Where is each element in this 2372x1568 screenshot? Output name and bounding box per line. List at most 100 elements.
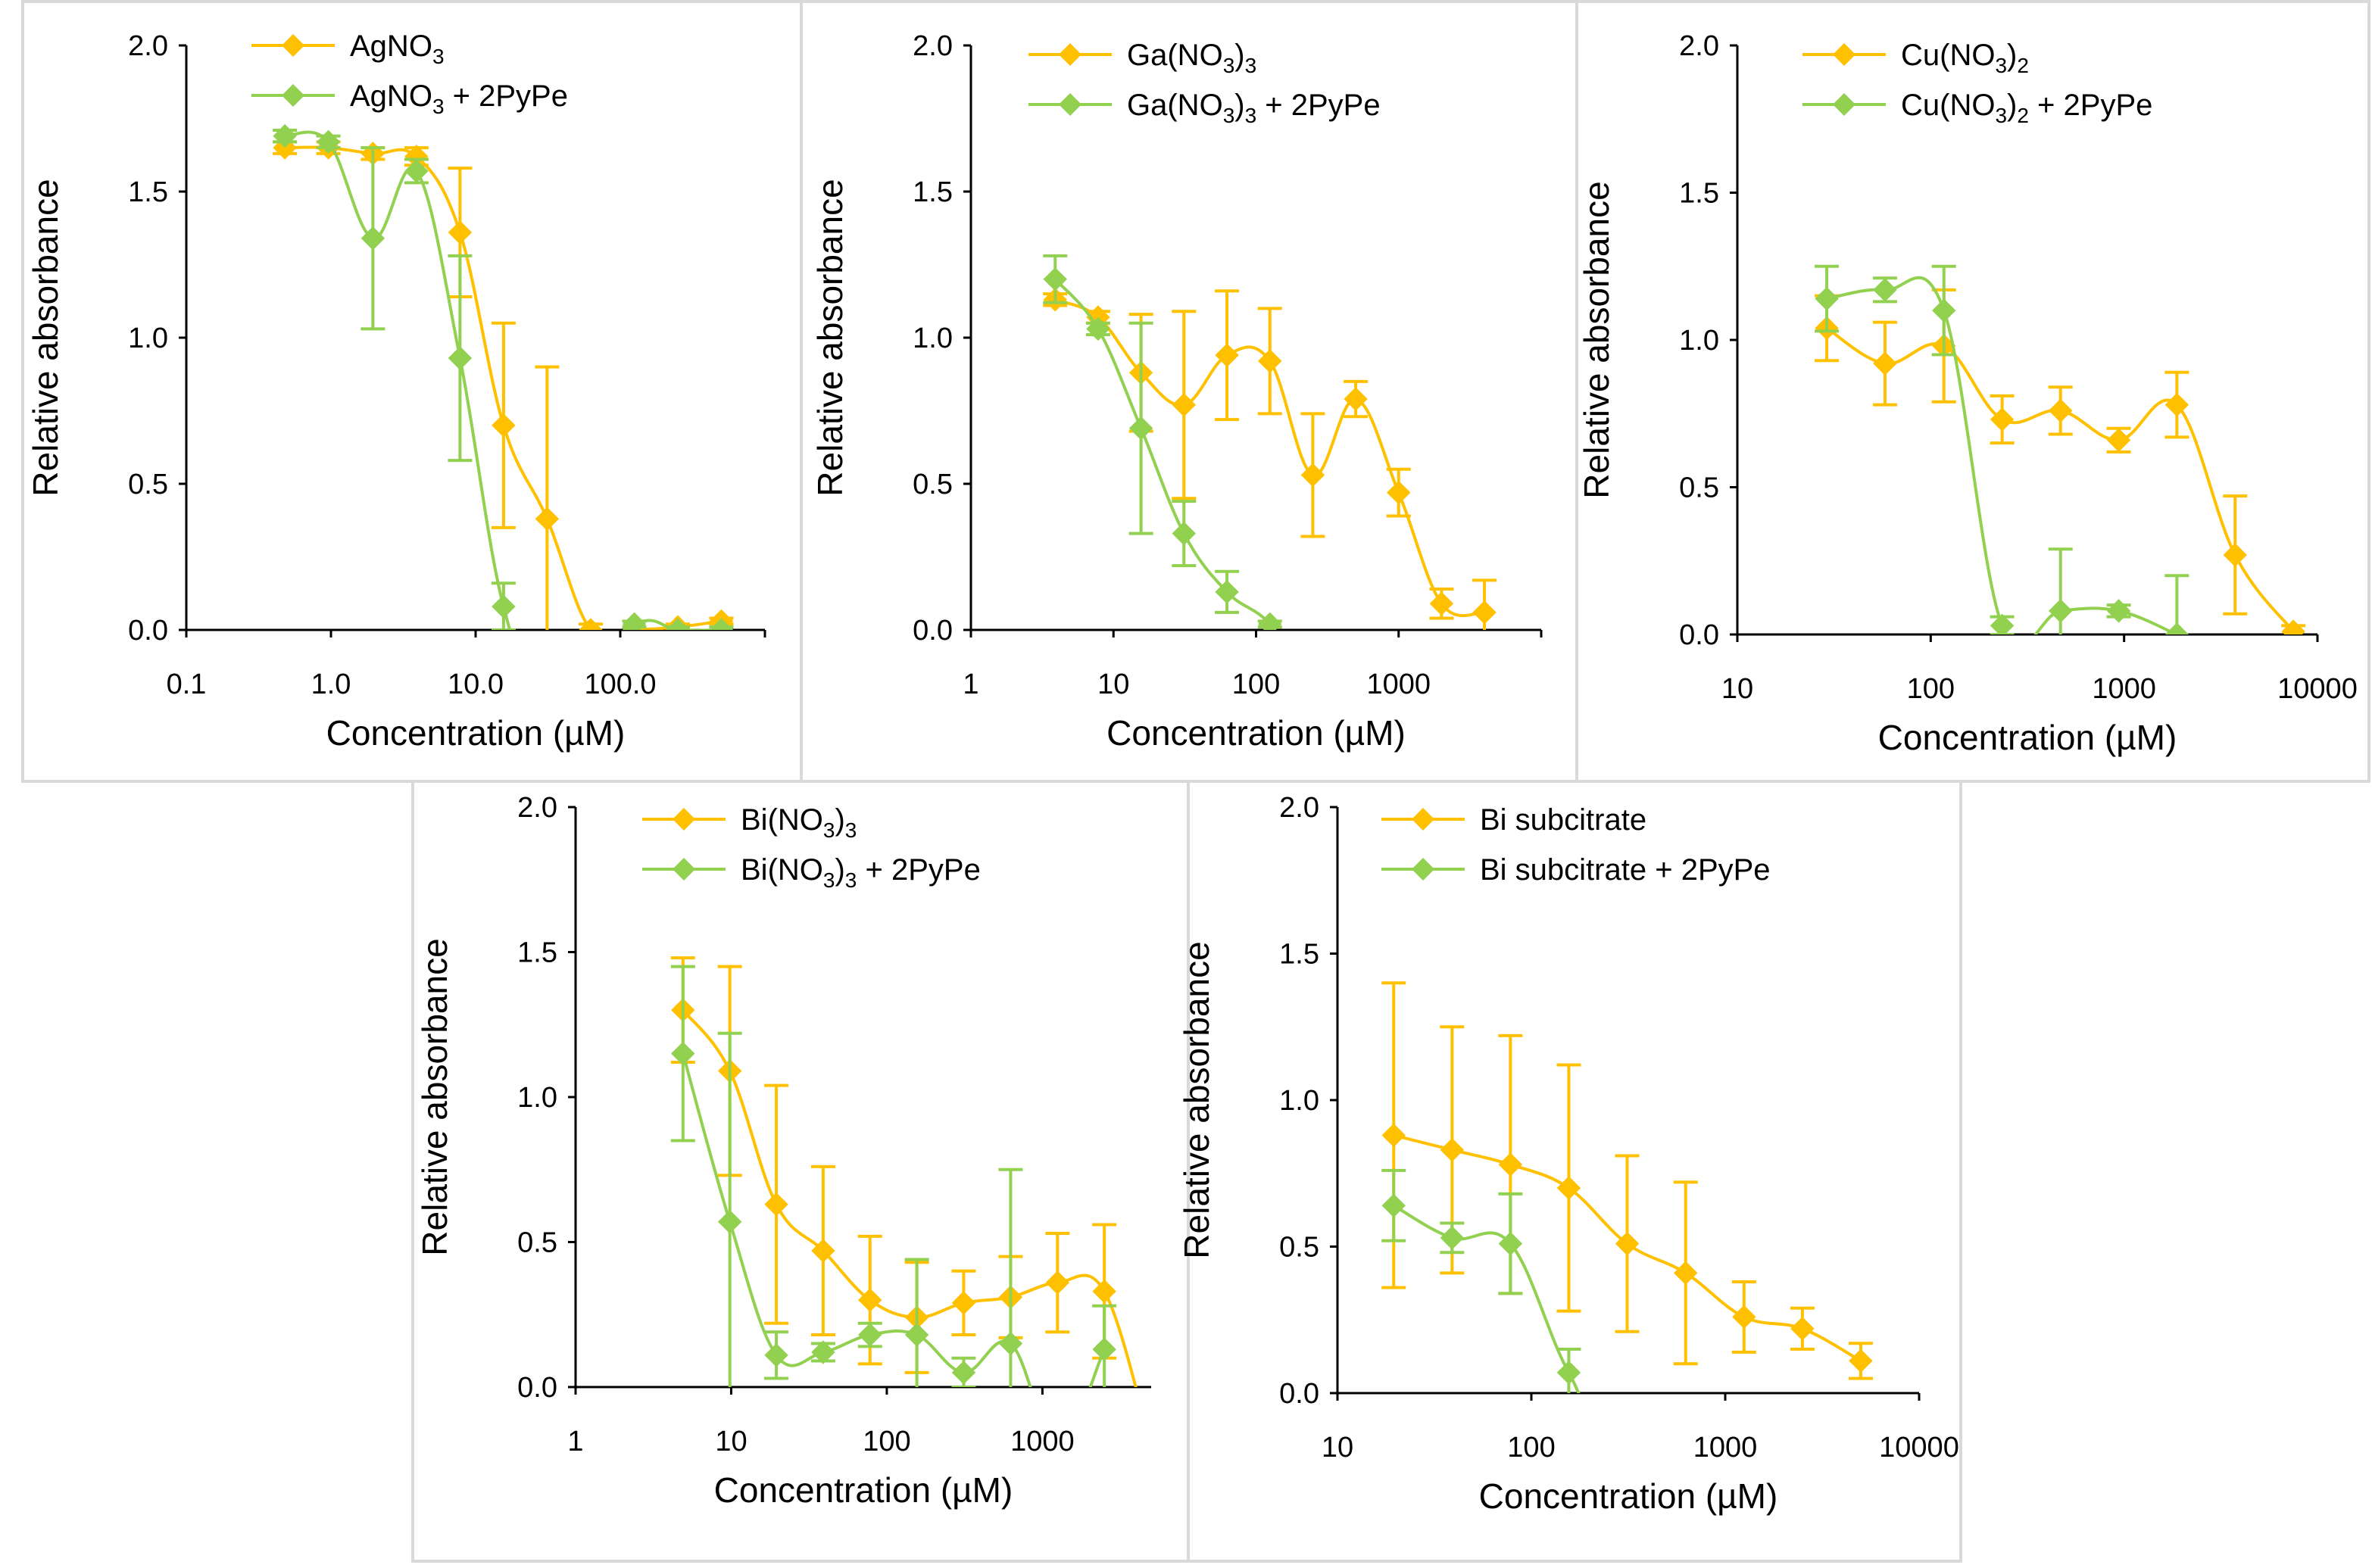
data-point-2-1-4 xyxy=(1172,393,1196,417)
x-axis-title-3: Concentration (µM) xyxy=(1878,718,2177,757)
x-tick-label-2-2: 10 xyxy=(1097,669,1129,700)
data-point-5-1-4 xyxy=(1556,1176,1581,1200)
data-point-3-1-8 xyxy=(2223,543,2247,567)
y-tick-label-5-4: 1.5 xyxy=(1279,939,1319,971)
series-5-2 xyxy=(1381,1168,1581,1393)
y-tick-label-2-5: 2.0 xyxy=(913,30,953,62)
legend-entry-2-2: Ga(NO3)3 + 2PyPe xyxy=(1028,89,1381,127)
legend-entry-5-1: Bi subcitrate xyxy=(1381,803,1646,837)
y-axis-title-5: Relative absorbance xyxy=(1177,941,1216,1258)
y-tick-label-1-5: 2.0 xyxy=(128,30,168,62)
data-point-3-1-6 xyxy=(2106,428,2131,452)
y-tick-label-3-2: 0.5 xyxy=(1679,472,1719,504)
data-point-4-1-3 xyxy=(764,1192,788,1217)
data-point-1-2-5 xyxy=(448,346,473,370)
data-point-2-1-6 xyxy=(1258,349,1282,373)
data-point-5-1-6 xyxy=(1674,1261,1698,1286)
legend-entry-2-1: Ga(NO3)3 xyxy=(1028,39,1256,77)
y-axis-title-4: Relative absorbance xyxy=(415,938,454,1255)
x-tick-label-5-1: 10 xyxy=(1322,1432,1353,1464)
x-tick-label-2-4: 1000 xyxy=(1366,669,1431,700)
legend-label-1-1: AgNO3 xyxy=(350,30,445,68)
data-point-3-1-7 xyxy=(2164,392,2189,417)
y-tick-label-3-4: 1.5 xyxy=(1679,178,1719,210)
panel-frame-5 xyxy=(1187,780,1962,1563)
x-tick-label-4-1: 1 xyxy=(567,1426,583,1457)
y-tick-label-3-3: 1.0 xyxy=(1679,325,1719,357)
data-point-3-1-5 xyxy=(2049,398,2073,423)
data-point-5-1-5 xyxy=(1615,1231,1640,1256)
x-tick-label-4-4: 1000 xyxy=(1010,1426,1075,1457)
data-point-2-1-5 xyxy=(1215,343,1239,367)
data-point-1-2-3 xyxy=(360,226,385,251)
data-point-3-2-7 xyxy=(2164,622,2189,634)
data-point-2-1-9 xyxy=(1387,480,1411,505)
data-point-1-2-1 xyxy=(273,123,297,148)
x-tick-label-1-1: 0.1 xyxy=(167,669,207,700)
data-point-1-1-6 xyxy=(492,413,516,438)
data-point-2-1-8 xyxy=(1344,387,1368,411)
data-point-2-2-3 xyxy=(1128,416,1153,441)
data-point-3-1-4 xyxy=(1990,407,2015,432)
legend-label-5-2: Bi subcitrate + 2PyPe xyxy=(1480,853,1771,887)
y-tick-label-2-4: 1.5 xyxy=(913,176,953,208)
chart-panel-4: 0.0 0.5 1.0 1.5 2.0 1 10 100 1000 Concentration (… xyxy=(415,792,1151,1510)
x-tick-label-5-2: 100 xyxy=(1507,1432,1555,1464)
data-point-3-1-9 xyxy=(2281,619,2305,634)
legend-label-2-1: Ga(NO3)3 xyxy=(1127,39,1256,77)
legend-entry-1-1: AgNO3 xyxy=(251,30,445,68)
data-point-4-2-4 xyxy=(811,1340,835,1364)
chart-panel-2: 0.0 0.5 1.0 1.5 2.0 1 10 100 1000 Concentration (… xyxy=(810,30,1543,753)
x-tick-label-3-3: 1000 xyxy=(2092,673,2156,705)
data-point-2-2-6 xyxy=(1258,612,1282,630)
series-2-2 xyxy=(1043,254,1282,630)
legend-entry-5-2: Bi subcitrate + 2PyPe xyxy=(1381,853,1771,887)
data-point-5-1-9 xyxy=(1849,1348,1873,1373)
data-point-2-2-5 xyxy=(1215,580,1239,604)
y-tick-label-4-5: 2.0 xyxy=(517,792,557,824)
legend-entry-4-1: Bi(NO3)3 xyxy=(642,803,857,842)
y-axis-title-3: Relative absorbance xyxy=(1577,181,1616,498)
series-4-2 xyxy=(670,965,1117,1387)
x-tick-label-4-3: 100 xyxy=(863,1426,910,1457)
x-axis-title-5: Concentration (µM) xyxy=(1479,1476,1778,1516)
legend-marker-1-2 xyxy=(282,84,304,107)
series-4-1 xyxy=(670,956,1138,1387)
series-3-2 xyxy=(1815,264,2189,634)
panel-frame-3 xyxy=(1575,0,2370,783)
data-point-4-2-10 xyxy=(1092,1337,1116,1361)
data-point-3-2-5 xyxy=(2049,599,2073,623)
y-tick-label-1-3: 1.0 xyxy=(128,323,168,354)
y-axis-title-2: Relative absorbance xyxy=(810,179,850,496)
series-5-1 xyxy=(1381,981,1873,1380)
y-axis-title-1: Relative absorbance xyxy=(26,179,65,496)
data-point-2-2-2 xyxy=(1086,316,1110,341)
data-point-5-2-2 xyxy=(1440,1226,1465,1250)
data-point-4-1-9 xyxy=(1045,1270,1070,1295)
y-tick-label-5-2: 0.5 xyxy=(1279,1232,1319,1264)
x-tick-label-1-2: 1.0 xyxy=(311,669,351,700)
y-tick-label-4-4: 1.5 xyxy=(517,937,557,969)
data-point-4-1-4 xyxy=(811,1239,835,1263)
x-tick-label-2-1: 1 xyxy=(963,669,978,700)
series-line-2-2 xyxy=(1053,278,1277,630)
legend-entry-1-2: AgNO3 + 2PyPe xyxy=(251,79,568,118)
series-3-1 xyxy=(1815,288,2306,634)
y-tick-label-5-1: 0.0 xyxy=(1279,1378,1319,1410)
y-tick-label-3-5: 2.0 xyxy=(1679,30,1719,62)
data-point-3-2-1 xyxy=(1815,286,1839,311)
x-tick-label-2-3: 100 xyxy=(1232,669,1280,700)
series-line-4-2 xyxy=(681,1053,1106,1387)
y-tick-label-2-3: 1.0 xyxy=(913,323,953,354)
data-point-3-2-2 xyxy=(1873,278,1897,302)
data-point-2-1-11 xyxy=(1472,600,1497,625)
legend-label-1-2: AgNO3 + 2PyPe xyxy=(350,79,568,118)
x-tick-label-1-3: 10.0 xyxy=(448,669,504,700)
x-axis-title-2: Concentration (µM) xyxy=(1106,713,1406,753)
data-point-4-2-3 xyxy=(764,1343,788,1367)
chart-panel-3: 0.0 0.5 1.0 1.5 2.0 10 100 1000 10000 Concentrati… xyxy=(1577,30,2358,757)
legend-entry-3-2: Cu(NO3)2 + 2PyPe xyxy=(1802,89,2152,127)
data-point-4-2-6 xyxy=(904,1323,929,1347)
series-2-1 xyxy=(1043,288,1497,630)
legend-marker-5-2 xyxy=(1412,858,1434,881)
